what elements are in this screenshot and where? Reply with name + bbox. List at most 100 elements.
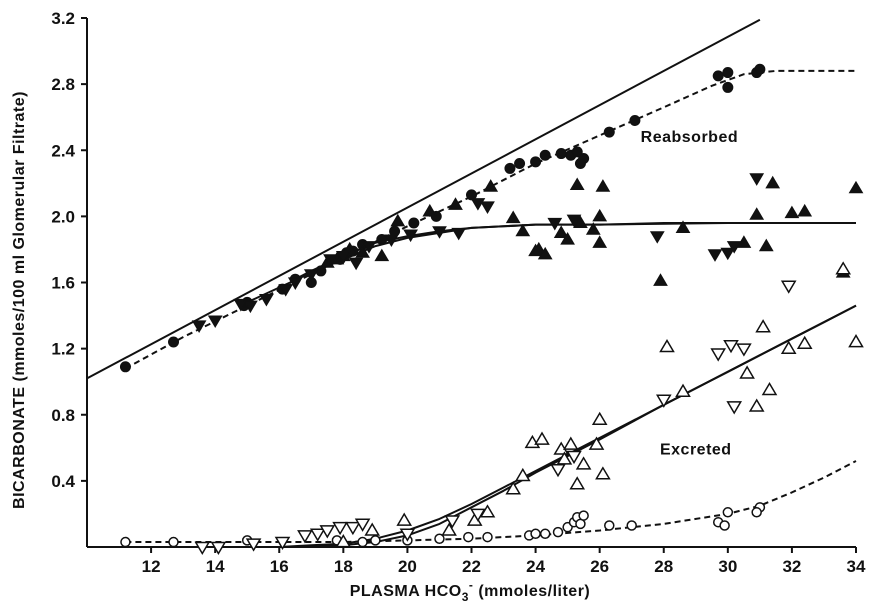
x-tick-label: 22 [462,557,481,576]
filled-circle-point [119,361,131,373]
open-circle-point [357,536,368,548]
open-circle-point [604,520,615,531]
open-triangle-down-point [354,518,371,532]
y-tick-label: 0.8 [51,406,75,425]
filled-triangle-up-point [758,238,774,252]
filled-circle-point [504,162,516,174]
filled-triangle-down-point [335,251,351,264]
solid-curve [86,18,761,380]
filled-triangle-down-point [323,254,338,267]
filled-triangle-up-point [797,203,813,217]
filled-circle-point [629,114,641,126]
filled-triangle-down-point [470,198,486,211]
filled-circle-point [530,156,542,168]
filled-triangle-up-point [573,215,588,228]
open-triangle-up-point [659,339,675,353]
open-triangle-down-point [723,340,739,354]
y-tick-label: 1.2 [51,340,75,359]
filled-triangle-down-point [547,217,563,231]
open-triangle-up-point [396,512,413,526]
filled-triangle-down-point [403,229,418,243]
open-triangle-down-point [726,401,743,415]
filled-triangle-down-point [361,241,377,254]
filled-triangle-up-point [515,223,531,237]
filled-triangle-down-point [243,300,258,314]
filled-triangle-down-point [649,231,665,244]
filled-triangle-up-point [448,197,463,210]
x-tick-label: 24 [526,557,545,576]
open-triangle-down-point [194,541,211,555]
open-triangle-down-point [309,528,326,542]
open-triangle-down-point [780,280,797,294]
x-tick-label: 34 [847,557,866,576]
open-triangle-up-point [591,411,608,426]
open-triangle-up-point [739,365,755,379]
y-axis-label: BICARBONATE (mmoles/100 ml Glomerular Fi… [11,91,28,509]
open-triangle-down-point [345,521,361,536]
annotations: Reabsorbed Excreted [641,129,738,458]
filled-triangle-down-point [566,214,582,228]
filled-circle-point [754,63,766,75]
filled-triangle-down-point [259,294,274,307]
filled-circle-point [555,148,567,160]
open-circle-point [719,520,730,531]
open-triangle-up-point [364,522,381,536]
axes [86,18,856,548]
open-triangle-down-point [550,464,566,478]
filled-triangle-up-point [390,213,406,227]
open-triangle-up-point [675,383,691,397]
axis-labels: PLASMA HCO3- (mmoles/liter) BICARBONATE … [11,91,590,603]
solid-curve [279,304,857,548]
x-tick-label: 26 [590,557,609,576]
open-triangle-up-point [505,481,522,495]
x-tick-label: 32 [782,557,801,576]
axis-ticks: 12 14 16 18 20 22 24 26 28 30 32 34 0.4 0.8 1.2 1.6 2.0 2… [51,9,866,576]
y-tick-label: 2.4 [51,141,75,160]
open-circle-point [120,536,131,548]
filled-triangle-down-point [278,284,294,297]
filled-triangle-down-point [207,315,223,328]
open-triangle-up-point [556,451,573,465]
filled-triangle-up-point [675,220,691,233]
filled-triangle-down-point [384,234,399,247]
filled-triangle-up-point [585,222,601,235]
dashed-curve [124,69,856,370]
open-triangle-down-point [444,515,461,529]
filled-triangle-up-point [483,179,499,192]
filled-triangle-down-point [749,173,765,186]
filled-triangle-up-point [531,241,547,255]
open-triangle-up-point [588,436,605,450]
filled-triangle-down-series [191,173,765,333]
open-circle-point [722,507,734,518]
open-triangle-up-point [755,319,771,333]
x-tick-label: 12 [142,557,161,576]
open-triangle-down-point [319,525,336,539]
open-triangle-down-point [736,343,752,357]
filled-triangle-up-point [784,205,800,219]
filled-triangle-up-point [653,273,668,286]
filled-circle-point [408,217,420,229]
open-triangle-up-point [761,382,778,396]
data-points [119,63,864,555]
open-triangle-down-point [566,450,582,465]
y-tick-label: 2.8 [51,75,75,94]
y-tick-label: 1.6 [51,274,75,293]
open-triangle-down-series [194,280,797,555]
open-triangle-up-point [595,466,611,480]
filled-triangle-down-point [191,320,207,333]
open-circle-point [482,531,493,543]
annotation-label: Excreted [660,441,732,458]
open-triangle-up-point [562,436,579,450]
x-tick-label: 14 [206,557,225,576]
y-tick-label: 2.0 [51,207,75,226]
open-circle-point [434,533,445,544]
filled-triangle-up-point [355,245,370,258]
open-circle-series [120,502,766,548]
open-triangle-up-point [335,534,352,548]
filled-triangle-down-point [451,227,467,241]
filled-triangle-up-point [374,248,390,262]
open-circle-point [463,531,474,543]
filled-triangle-down-point [287,277,303,290]
filled-triangle-up-point [592,208,608,222]
